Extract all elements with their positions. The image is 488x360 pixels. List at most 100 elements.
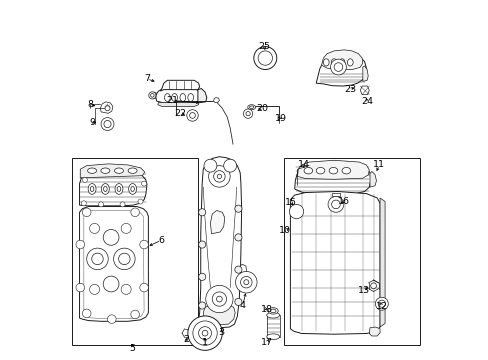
Polygon shape <box>203 305 235 325</box>
Circle shape <box>186 110 198 121</box>
Circle shape <box>82 177 87 183</box>
Circle shape <box>89 224 100 233</box>
Circle shape <box>81 201 86 206</box>
Ellipse shape <box>101 184 109 194</box>
Ellipse shape <box>180 94 185 102</box>
Polygon shape <box>294 161 370 195</box>
Text: 25: 25 <box>258 42 270 51</box>
Ellipse shape <box>266 334 279 339</box>
Circle shape <box>202 330 207 336</box>
Ellipse shape <box>114 168 123 174</box>
Circle shape <box>140 283 148 292</box>
Circle shape <box>198 273 205 280</box>
Text: 14: 14 <box>297 161 309 170</box>
Ellipse shape <box>247 105 255 110</box>
Circle shape <box>105 106 110 111</box>
Ellipse shape <box>330 59 336 66</box>
Circle shape <box>189 113 195 118</box>
Ellipse shape <box>103 186 107 192</box>
Text: 20: 20 <box>256 104 268 113</box>
Circle shape <box>378 300 385 307</box>
Circle shape <box>235 271 257 293</box>
Circle shape <box>82 208 91 217</box>
Ellipse shape <box>339 59 344 66</box>
Circle shape <box>82 309 91 318</box>
Circle shape <box>142 181 146 186</box>
Ellipse shape <box>266 312 279 318</box>
Circle shape <box>119 253 130 265</box>
Text: 15: 15 <box>285 198 297 207</box>
Ellipse shape <box>101 168 110 174</box>
Circle shape <box>121 224 131 233</box>
Circle shape <box>234 266 242 273</box>
Text: 3: 3 <box>218 328 224 337</box>
Circle shape <box>104 121 111 128</box>
Text: 11: 11 <box>372 161 385 170</box>
Text: 7: 7 <box>143 75 150 84</box>
Circle shape <box>103 276 119 292</box>
Polygon shape <box>368 327 379 336</box>
Ellipse shape <box>316 167 324 174</box>
Circle shape <box>223 159 236 172</box>
Text: 10: 10 <box>279 226 290 235</box>
Polygon shape <box>379 198 384 327</box>
Circle shape <box>234 205 242 212</box>
Polygon shape <box>316 51 366 86</box>
Polygon shape <box>100 102 113 113</box>
Ellipse shape <box>267 308 278 314</box>
Text: 17: 17 <box>261 338 272 347</box>
Text: 2: 2 <box>183 335 189 344</box>
Polygon shape <box>297 160 368 179</box>
Text: 16: 16 <box>338 197 349 206</box>
Circle shape <box>101 118 114 131</box>
Circle shape <box>327 197 343 212</box>
Text: 21: 21 <box>166 96 178 105</box>
Circle shape <box>245 112 250 116</box>
Ellipse shape <box>128 184 136 194</box>
Polygon shape <box>360 86 368 95</box>
Ellipse shape <box>88 184 96 194</box>
Circle shape <box>208 166 230 187</box>
Circle shape <box>76 240 84 249</box>
Circle shape <box>333 63 342 71</box>
Text: 13: 13 <box>357 286 369 295</box>
Polygon shape <box>158 103 198 107</box>
Text: 22: 22 <box>174 109 185 118</box>
Circle shape <box>150 94 154 97</box>
Circle shape <box>258 51 272 65</box>
Circle shape <box>92 253 103 265</box>
Text: 24: 24 <box>361 97 372 106</box>
Polygon shape <box>369 171 376 187</box>
Ellipse shape <box>249 106 253 108</box>
Polygon shape <box>155 89 203 103</box>
Text: 4: 4 <box>239 301 245 310</box>
Circle shape <box>120 202 125 207</box>
Text: 12: 12 <box>375 302 386 311</box>
Circle shape <box>216 296 222 302</box>
Circle shape <box>253 46 276 69</box>
Text: 6: 6 <box>158 236 164 245</box>
Bar <box>72 158 198 345</box>
Ellipse shape <box>323 59 328 66</box>
Circle shape <box>121 284 131 294</box>
Circle shape <box>289 204 303 219</box>
Ellipse shape <box>117 186 121 192</box>
Ellipse shape <box>270 309 276 313</box>
Circle shape <box>370 283 376 289</box>
Ellipse shape <box>87 168 96 174</box>
Polygon shape <box>198 89 206 103</box>
Polygon shape <box>160 80 199 91</box>
Text: 9: 9 <box>89 118 95 127</box>
Text: 23: 23 <box>344 85 356 94</box>
Polygon shape <box>290 192 379 334</box>
Bar <box>284 158 419 345</box>
Circle shape <box>331 200 340 209</box>
Ellipse shape <box>171 94 177 102</box>
Ellipse shape <box>115 184 122 194</box>
Circle shape <box>198 302 205 309</box>
Circle shape <box>103 229 119 245</box>
Ellipse shape <box>131 186 134 192</box>
Circle shape <box>86 248 108 270</box>
Circle shape <box>89 284 100 294</box>
Circle shape <box>138 199 142 204</box>
